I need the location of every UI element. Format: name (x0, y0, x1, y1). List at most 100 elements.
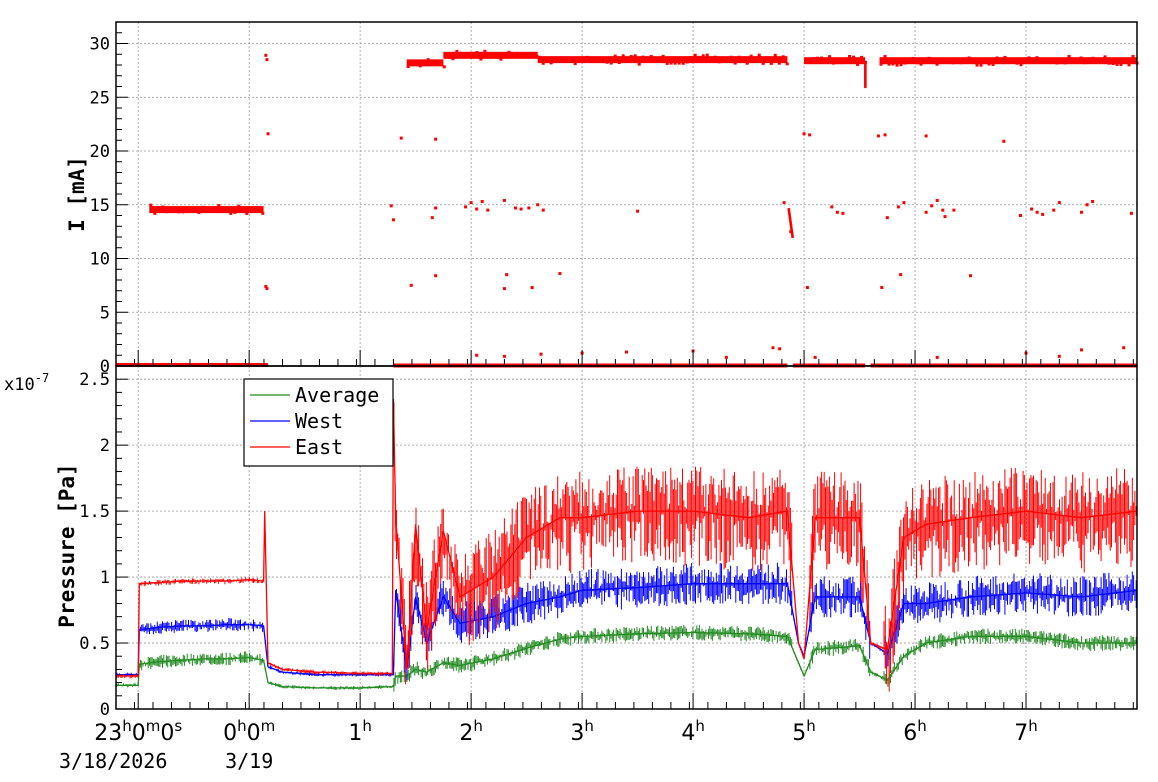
current-point (443, 54, 447, 58)
current-point (557, 59, 561, 63)
current-point (469, 201, 473, 205)
current-point (1041, 212, 1045, 216)
current-point (935, 198, 939, 202)
current-point (617, 60, 621, 64)
current-point (527, 206, 531, 210)
current-point (515, 51, 519, 55)
current-point (939, 59, 943, 63)
exponent-power: -7 (35, 371, 49, 385)
current-point (511, 52, 515, 56)
current-point (597, 56, 601, 60)
current-point (987, 62, 991, 66)
current-point (971, 57, 975, 61)
current-point (189, 209, 193, 213)
time-tick-label: 2h (459, 717, 483, 746)
pressure-series-east (116, 398, 1138, 677)
current-point (605, 60, 609, 64)
current-point (507, 50, 511, 54)
current-point (657, 58, 661, 62)
current-point (257, 208, 261, 212)
current-point (802, 132, 806, 136)
current-point (625, 57, 629, 61)
current-point (581, 59, 585, 63)
current-point (991, 62, 995, 66)
current-point (253, 209, 257, 213)
current-point (955, 57, 959, 61)
current-point (852, 55, 856, 59)
current-point (661, 54, 665, 58)
current-point (221, 209, 225, 213)
current-point (941, 208, 945, 212)
current-point (681, 61, 685, 65)
current-point (753, 58, 757, 62)
current-band (443, 51, 538, 59)
time-tick-label: 7h (1014, 717, 1038, 746)
current-point (773, 53, 777, 57)
time-tick-label: 4h (681, 717, 705, 746)
current-point (1003, 55, 1007, 59)
current-point (422, 59, 426, 63)
current-point (266, 132, 270, 136)
current-point (924, 210, 928, 214)
current-point (434, 274, 438, 278)
current-point (864, 77, 867, 80)
current-point (856, 62, 860, 66)
current-point (864, 74, 867, 77)
current-point (389, 204, 393, 208)
current-point (895, 63, 899, 67)
legend-label-west: West (295, 409, 343, 433)
current-point (785, 62, 789, 66)
current-point (943, 57, 947, 61)
current-point (553, 59, 557, 63)
current-point (1002, 139, 1006, 143)
current-point (636, 209, 640, 213)
current-band (406, 59, 444, 67)
current-point (864, 81, 867, 84)
current-point (406, 65, 410, 69)
current-point (915, 61, 919, 65)
current-point (864, 75, 867, 79)
current-point (475, 353, 479, 357)
current-point (788, 214, 791, 217)
current-point (1085, 203, 1089, 207)
current-point (979, 63, 983, 67)
pressure-y-tick-label: 1 (100, 568, 110, 588)
current-point (864, 61, 867, 65)
current-point (689, 56, 693, 60)
current-point (804, 59, 808, 63)
current-point (480, 200, 484, 204)
current-point (463, 54, 467, 58)
current-point (565, 58, 569, 62)
current-point (864, 73, 867, 76)
current-point (495, 55, 499, 59)
current-point (625, 350, 628, 354)
current-point (724, 355, 728, 359)
current-point (593, 56, 597, 60)
current-point (536, 203, 540, 207)
current-point (629, 55, 633, 59)
current-point (902, 201, 906, 205)
current-point (709, 59, 713, 63)
current-point (935, 355, 939, 359)
current-point (523, 53, 527, 57)
current-point (841, 211, 845, 215)
current-point (447, 55, 451, 59)
current-point (475, 207, 479, 211)
current-point (903, 61, 907, 65)
current-point (641, 55, 645, 59)
current-point (733, 61, 737, 65)
current-point (185, 208, 189, 212)
current-point (1131, 54, 1135, 58)
current-point (193, 209, 197, 213)
current-point (959, 61, 963, 65)
current-point (1079, 56, 1083, 60)
current-point (788, 212, 791, 216)
current-point (885, 216, 889, 220)
exponent-base: x10 (4, 375, 35, 395)
current-point (527, 52, 531, 56)
current-point (832, 61, 836, 65)
current-point (789, 225, 793, 229)
current-point (907, 58, 911, 62)
current-point (781, 55, 785, 59)
current-point (705, 53, 709, 57)
